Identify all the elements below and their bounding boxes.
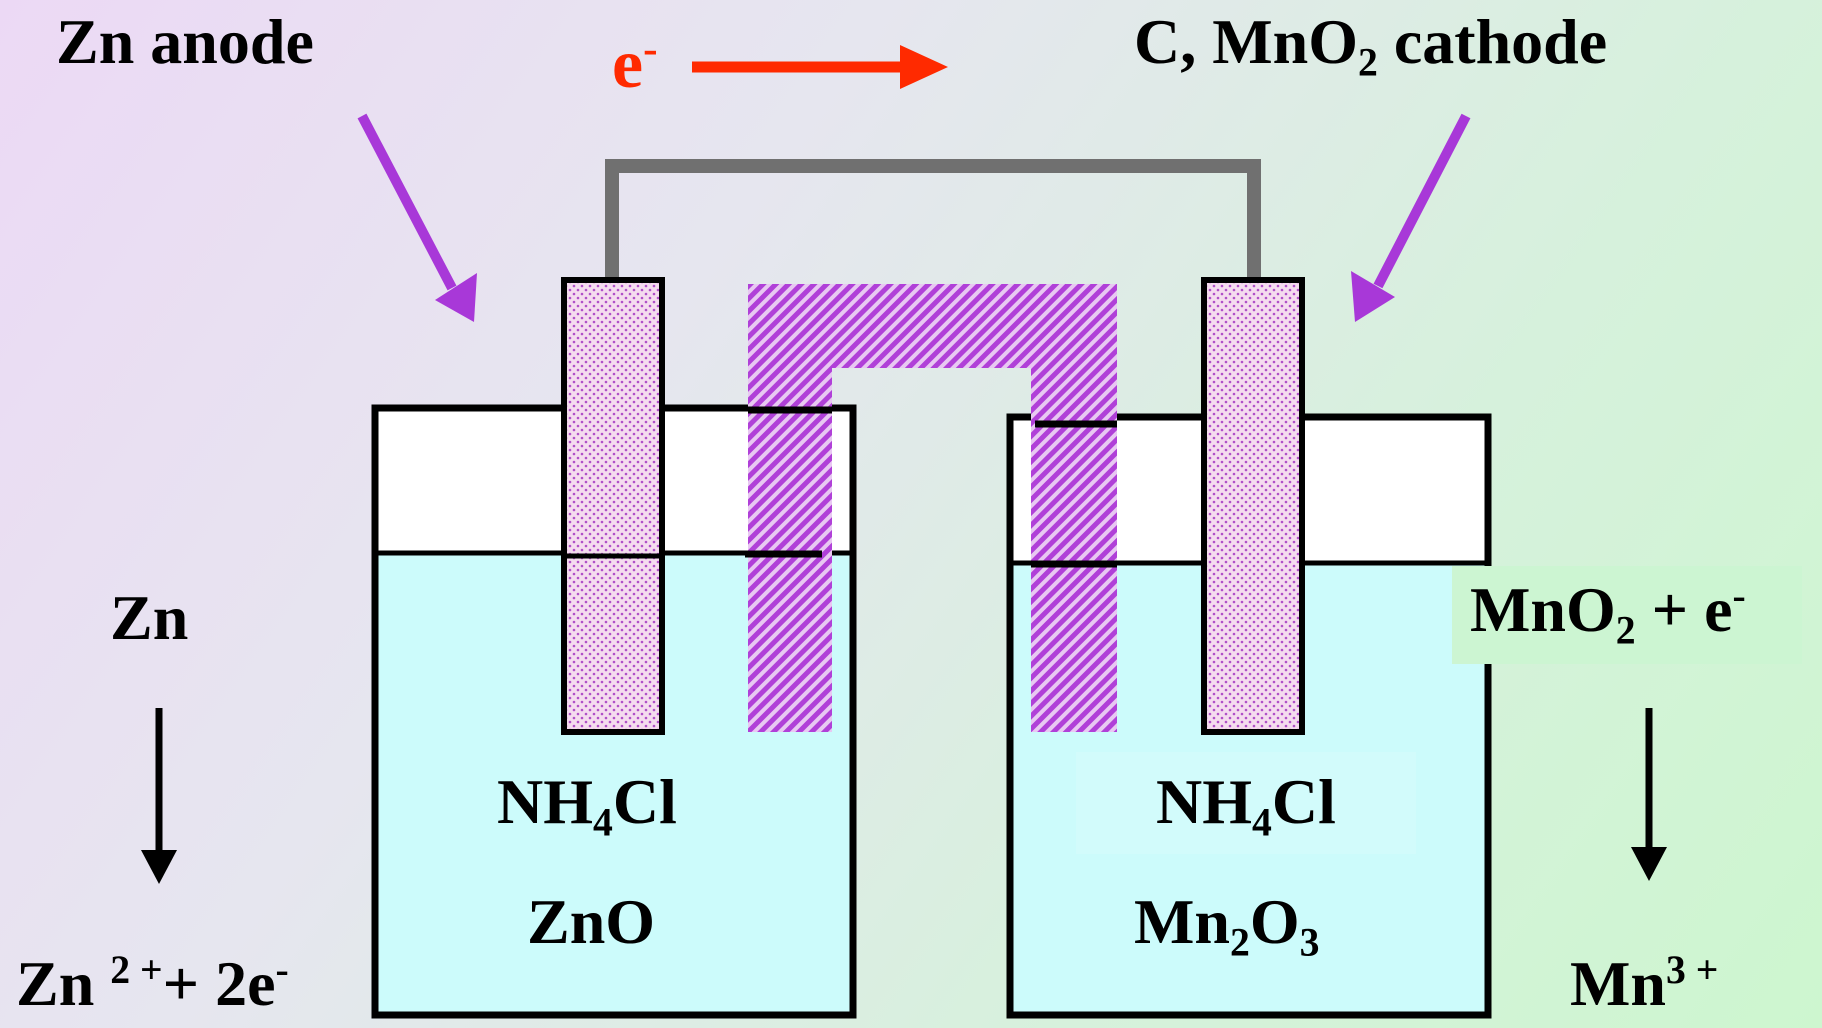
right-electrolyte-label: NH4Cl [1076, 752, 1416, 854]
external-wire [605, 159, 1261, 282]
mno2-reduction-arrow [1631, 708, 1667, 881]
anode-pointer-arrow [357, 113, 477, 322]
zn-reactant-label: Zn [110, 582, 189, 653]
salt-bridge-seal-marks [745, 406, 1117, 568]
salt-bridge [748, 284, 1117, 732]
electron-label: e- [612, 25, 658, 103]
cathode-pointer-arrow [1351, 113, 1471, 322]
carbon-electrode [1201, 277, 1305, 735]
mn-product-label: Mn3 + [1570, 948, 1719, 1019]
right-oxide-label: Mn2O3 [1134, 886, 1320, 965]
left-electrolyte-label: NH4Cl [497, 766, 677, 845]
cathode-label: C, MnO2 cathode [1134, 6, 1608, 85]
electron-flow-arrow [692, 45, 948, 89]
zn-oxidation-arrow [141, 708, 177, 884]
anode-label: Zn anode [56, 6, 314, 77]
mno2-reactant-label: MnO2 + e- [1452, 566, 1802, 664]
zn-product-label: Zn 2 ++ 2e- [16, 948, 289, 1019]
left-oxide-label: ZnO [527, 886, 656, 957]
zn-electrode [561, 277, 665, 735]
